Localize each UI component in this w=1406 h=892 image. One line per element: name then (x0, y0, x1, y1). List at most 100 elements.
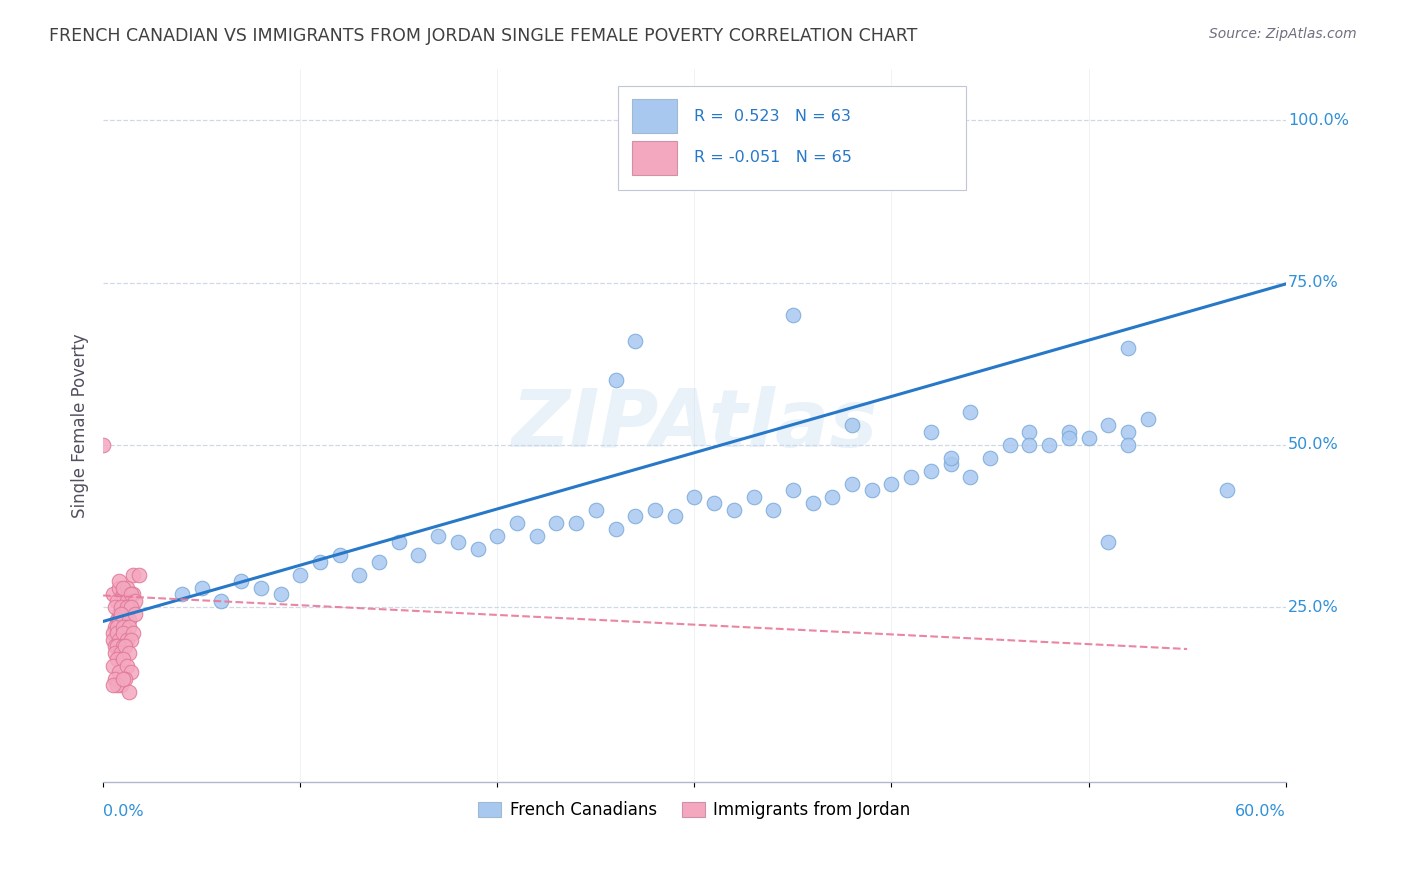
Point (114, 607, 136, 621)
Point (104, 672, 127, 686)
Legend: French Canadians, Immigrants from Jordan: French Canadians, Immigrants from Jordan (471, 794, 917, 825)
Text: FRENCH CANADIAN VS IMMIGRANTS FROM JORDAN SINGLE FEMALE POVERTY CORRELATION CHAR: FRENCH CANADIAN VS IMMIGRANTS FROM JORDA… (49, 27, 918, 45)
Point (108, 574, 131, 589)
Point (101, 632, 124, 647)
Point (388, 535, 411, 549)
Point (108, 665, 131, 679)
Point (118, 619, 141, 633)
Point (1097, 418, 1119, 433)
Point (605, 522, 627, 536)
Point (860, 483, 883, 498)
Point (111, 652, 134, 666)
Point (115, 658, 138, 673)
Text: Source: ZipAtlas.com: Source: ZipAtlas.com (1209, 27, 1357, 41)
Point (900, 470, 922, 484)
Point (118, 600, 141, 615)
Point (170, 587, 193, 601)
Point (121, 567, 143, 582)
Point (486, 529, 509, 543)
Text: ZIPAtlas: ZIPAtlas (512, 386, 877, 465)
Point (104, 639, 127, 653)
Point (108, 632, 131, 647)
Point (546, 516, 568, 530)
Point (585, 503, 607, 517)
Point (801, 496, 824, 510)
Point (506, 516, 529, 530)
Point (624, 509, 647, 524)
Point (121, 626, 143, 640)
Point (209, 593, 232, 607)
Point (447, 535, 470, 549)
Point (920, 464, 942, 478)
Point (114, 672, 136, 686)
Point (101, 587, 124, 601)
Point (565, 516, 588, 530)
Point (105, 678, 128, 692)
Point (108, 607, 131, 621)
Point (1018, 438, 1040, 452)
Point (111, 587, 134, 601)
Point (110, 678, 132, 692)
Point (104, 646, 127, 660)
Point (115, 593, 138, 607)
Text: 25.0%: 25.0% (1288, 599, 1339, 615)
Point (644, 503, 666, 517)
Point (91, 438, 114, 452)
Point (118, 613, 141, 627)
Point (841, 418, 863, 433)
Text: 75.0%: 75.0% (1288, 275, 1339, 290)
Point (229, 574, 252, 589)
Point (108, 613, 131, 627)
Point (1057, 432, 1080, 446)
Point (120, 665, 142, 679)
Point (1215, 483, 1237, 498)
Point (111, 581, 134, 595)
Point (105, 652, 128, 666)
Point (118, 587, 141, 601)
Point (290, 567, 312, 582)
Point (128, 567, 150, 582)
Point (118, 684, 141, 698)
Point (309, 555, 332, 569)
Point (124, 607, 146, 621)
Point (115, 632, 138, 647)
FancyBboxPatch shape (631, 141, 676, 175)
Point (1116, 341, 1139, 355)
Point (249, 581, 271, 595)
Point (467, 541, 489, 556)
Point (1038, 438, 1060, 452)
Y-axis label: Single Female Poverty: Single Female Poverty (72, 333, 89, 517)
Point (120, 632, 142, 647)
Point (110, 600, 132, 615)
Point (101, 678, 124, 692)
Point (329, 548, 352, 562)
Point (104, 600, 127, 615)
Point (121, 587, 143, 601)
Point (1097, 535, 1119, 549)
Point (880, 476, 903, 491)
Point (742, 490, 765, 504)
Text: R =  0.523   N = 63: R = 0.523 N = 63 (695, 109, 851, 124)
Point (105, 613, 128, 627)
Point (118, 646, 141, 660)
Point (124, 593, 146, 607)
Point (605, 373, 627, 387)
Point (105, 639, 128, 653)
Point (723, 503, 745, 517)
Point (108, 646, 131, 660)
Point (111, 619, 134, 633)
Point (939, 450, 962, 465)
Point (959, 470, 981, 484)
Point (349, 567, 371, 582)
Point (104, 619, 127, 633)
Point (115, 581, 138, 595)
FancyBboxPatch shape (631, 99, 676, 134)
Point (427, 529, 450, 543)
Point (190, 581, 212, 595)
Point (703, 496, 725, 510)
Point (762, 503, 785, 517)
Point (782, 308, 804, 322)
Point (959, 405, 981, 419)
FancyBboxPatch shape (617, 87, 966, 190)
Point (979, 450, 1001, 465)
